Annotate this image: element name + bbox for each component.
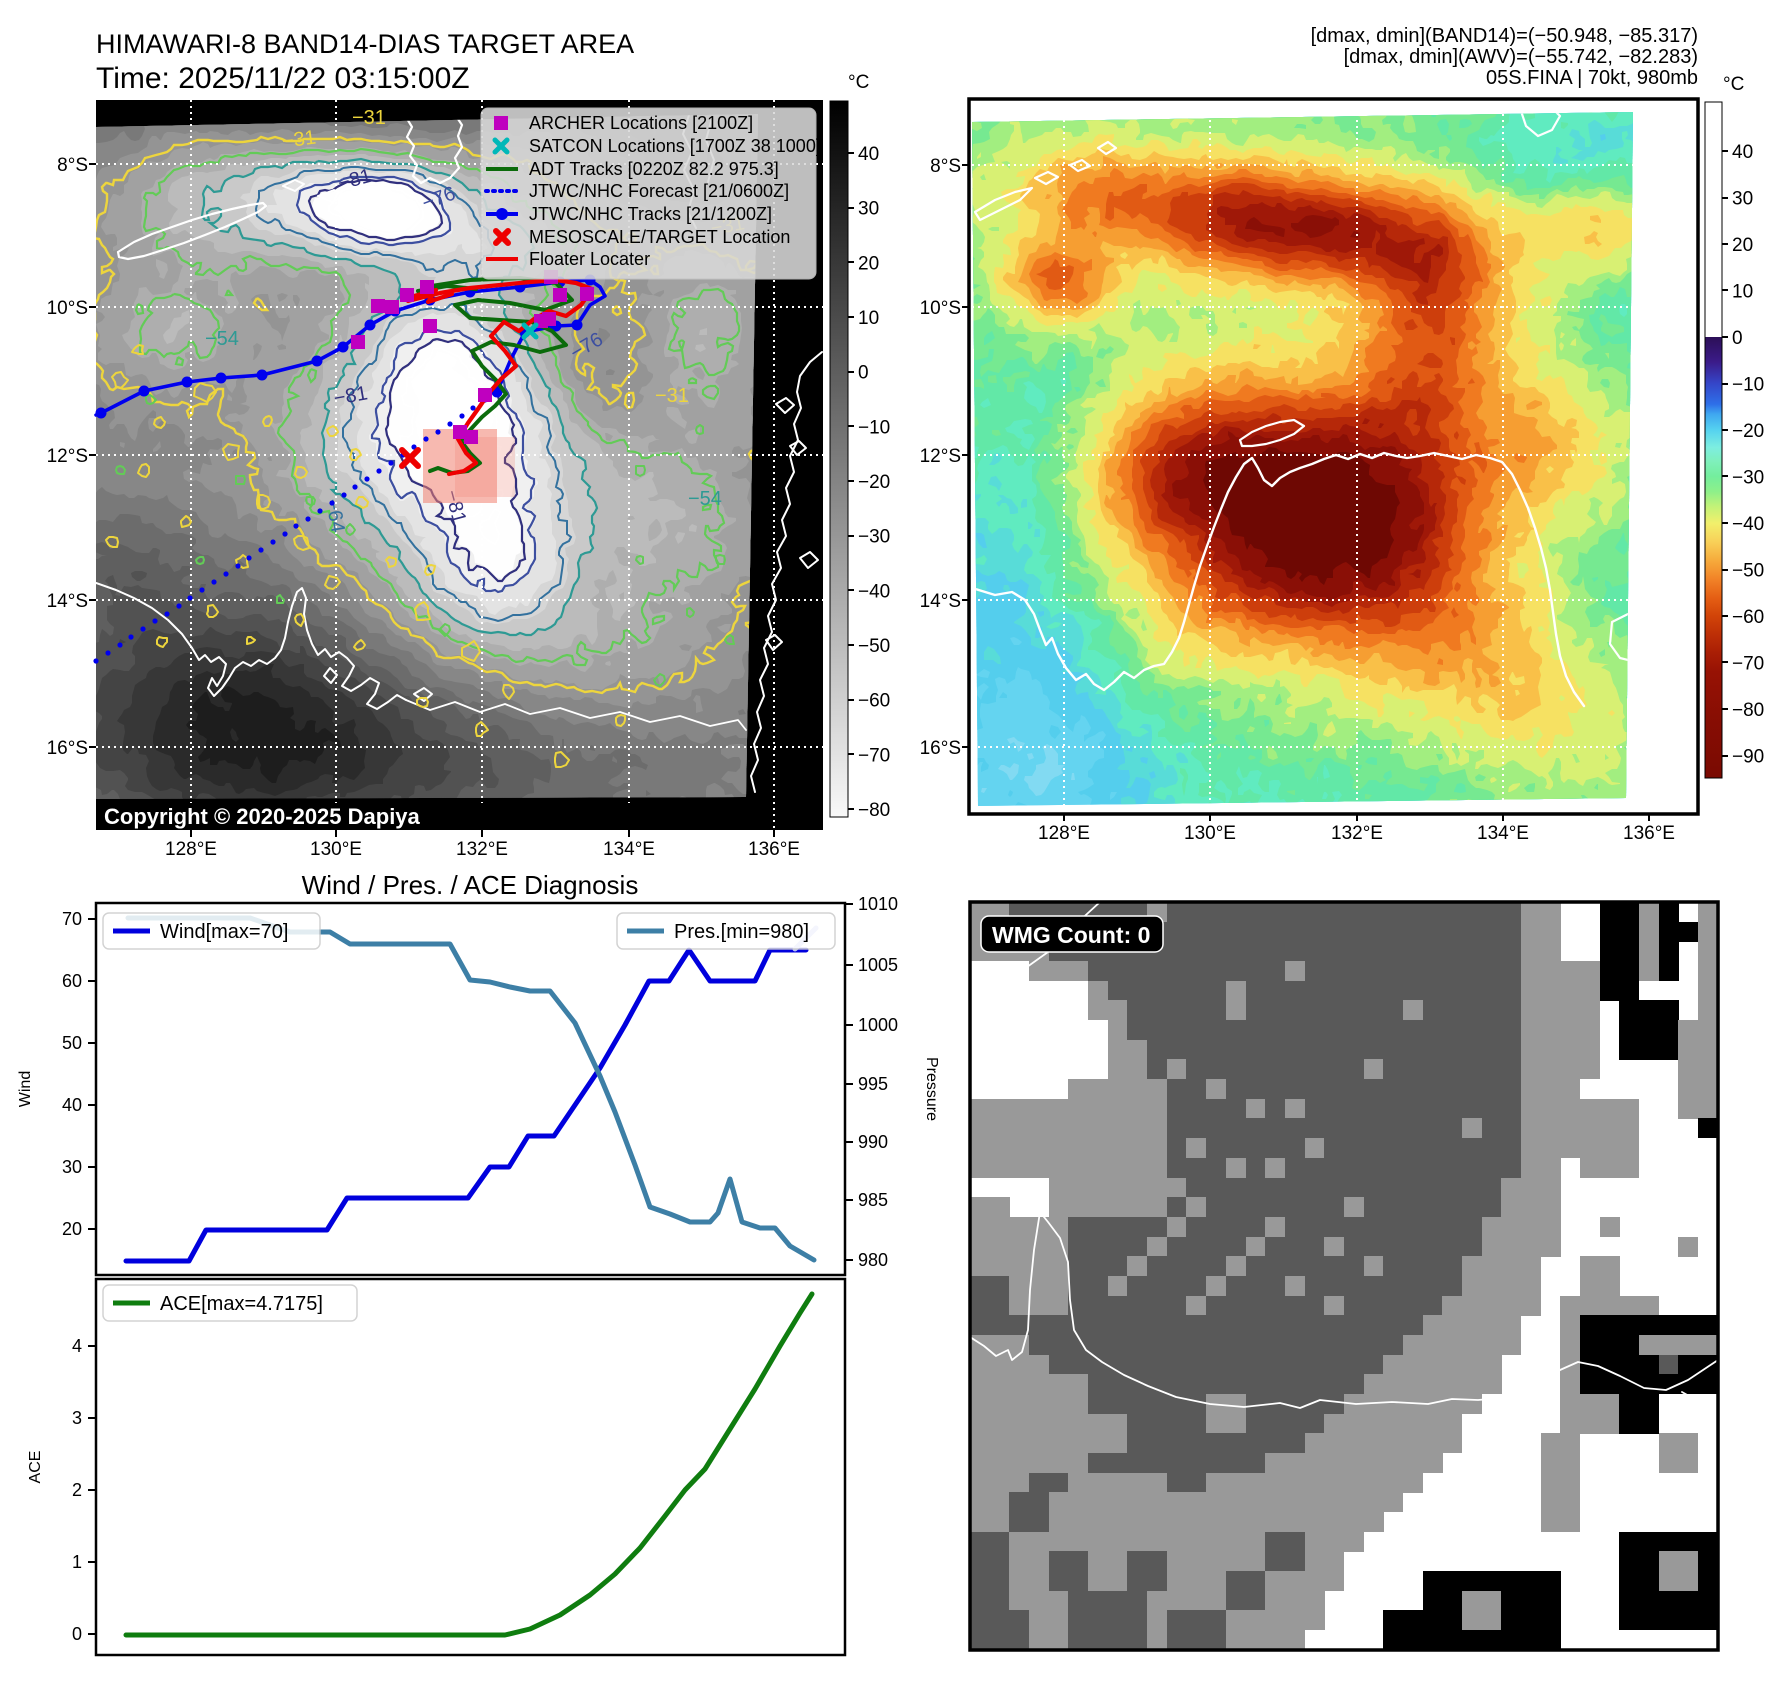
svg-text:[dmax, dmin](BAND14)=(−50.948,: [dmax, dmin](BAND14)=(−50.948, −85.317) — [1311, 25, 1698, 47]
svg-text:20: 20 — [1732, 235, 1753, 256]
svg-text:−50: −50 — [858, 636, 890, 657]
svg-text:16°S: 16°S — [47, 738, 88, 759]
svg-text:−70: −70 — [858, 745, 890, 766]
svg-text:10°S: 10°S — [47, 298, 88, 319]
svg-text:Time: 2025/11/22 03:15:00Z: Time: 2025/11/22 03:15:00Z — [96, 62, 470, 95]
svg-text:1: 1 — [72, 1552, 82, 1572]
svg-text:70: 70 — [62, 909, 82, 929]
svg-text:−40: −40 — [1732, 514, 1764, 535]
svg-text:3: 3 — [72, 1408, 82, 1428]
svg-text:10: 10 — [858, 308, 879, 329]
svg-text:1000: 1000 — [858, 1015, 898, 1035]
svg-text:−80: −80 — [1732, 700, 1764, 721]
svg-text:−31: −31 — [352, 107, 386, 129]
svg-text:−20: −20 — [858, 472, 890, 493]
svg-text:132°E: 132°E — [1331, 823, 1383, 844]
svg-text:128°E: 128°E — [1038, 823, 1090, 844]
svg-text:°C: °C — [848, 72, 869, 93]
svg-text:MESOSCALE/TARGET Location: MESOSCALE/TARGET Location — [529, 227, 790, 247]
svg-text:0: 0 — [858, 363, 869, 384]
svg-text:14°S: 14°S — [47, 591, 88, 612]
svg-text:50: 50 — [62, 1033, 82, 1053]
svg-text:134°E: 134°E — [1477, 823, 1529, 844]
svg-text:−10: −10 — [1732, 375, 1764, 396]
svg-text:16°S: 16°S — [920, 738, 961, 759]
svg-text:0: 0 — [72, 1624, 82, 1644]
svg-text:Pres.[min=980]: Pres.[min=980] — [674, 921, 809, 943]
svg-text:−31: −31 — [655, 385, 689, 407]
svg-text:128°E: 128°E — [165, 839, 217, 860]
svg-text:30: 30 — [858, 199, 879, 220]
svg-text:10: 10 — [1732, 282, 1753, 303]
svg-text:Copyright © 2020-2025 Dapiya: Copyright © 2020-2025 Dapiya — [104, 804, 421, 829]
svg-text:40: 40 — [1732, 142, 1753, 163]
svg-text:132°E: 132°E — [456, 839, 508, 860]
svg-text:10°S: 10°S — [920, 298, 961, 319]
svg-text:−70: −70 — [1732, 654, 1764, 675]
svg-text:30: 30 — [62, 1157, 82, 1177]
svg-text:Wind[max=70]: Wind[max=70] — [160, 921, 288, 943]
svg-text:°C: °C — [1723, 74, 1744, 95]
svg-text:−31: −31 — [281, 126, 318, 153]
svg-text:−30: −30 — [858, 527, 890, 548]
svg-text:ACE: ACE — [27, 1451, 44, 1484]
svg-text:8°S: 8°S — [930, 156, 961, 177]
svg-text:130°E: 130°E — [310, 839, 362, 860]
svg-text:−54: −54 — [205, 328, 239, 350]
svg-text:20: 20 — [858, 253, 879, 274]
svg-text:40: 40 — [858, 144, 879, 165]
svg-text:40: 40 — [62, 1095, 82, 1115]
svg-text:−30: −30 — [1732, 468, 1764, 489]
svg-text:ARCHER Locations [2100Z]: ARCHER Locations [2100Z] — [529, 113, 753, 133]
svg-text:−90: −90 — [1732, 747, 1764, 768]
svg-text:2: 2 — [72, 1480, 82, 1500]
svg-text:12°S: 12°S — [920, 446, 961, 467]
svg-text:8°S: 8°S — [57, 155, 88, 176]
svg-text:60: 60 — [62, 971, 82, 991]
svg-text:14°S: 14°S — [920, 591, 961, 612]
svg-text:[dmax, dmin](AWV)=(−55.742, −8: [dmax, dmin](AWV)=(−55.742, −82.283) — [1344, 46, 1698, 68]
svg-text:05S.FINA | 70kt, 980mb: 05S.FINA | 70kt, 980mb — [1486, 67, 1698, 89]
svg-text:0: 0 — [1732, 328, 1743, 349]
svg-text:−40: −40 — [858, 581, 890, 602]
svg-text:20: 20 — [62, 1219, 82, 1239]
svg-text:WMG Count: 0: WMG Count: 0 — [992, 922, 1150, 948]
svg-text:Wind / Pres. / ACE Diagnosis: Wind / Pres. / ACE Diagnosis — [302, 870, 639, 900]
svg-text:−60: −60 — [1732, 607, 1764, 628]
svg-text:985: 985 — [858, 1190, 888, 1210]
svg-text:−60: −60 — [858, 691, 890, 712]
svg-text:−80: −80 — [858, 800, 890, 821]
svg-text:HIMAWARI-8 BAND14-DIAS TARGET: HIMAWARI-8 BAND14-DIAS TARGET AREA — [96, 29, 634, 59]
svg-text:−50: −50 — [1732, 561, 1764, 582]
svg-text:990: 990 — [858, 1132, 888, 1152]
svg-text:Floater Locater: Floater Locater — [529, 249, 650, 269]
svg-text:980: 980 — [858, 1250, 888, 1270]
svg-text:130°E: 130°E — [1184, 823, 1236, 844]
svg-text:−54: −54 — [688, 488, 722, 510]
svg-text:Pressure: Pressure — [923, 1057, 940, 1121]
svg-text:1010: 1010 — [858, 894, 898, 914]
svg-text:1005: 1005 — [858, 955, 898, 975]
svg-text:Wind: Wind — [17, 1071, 34, 1107]
svg-text:−20: −20 — [1732, 421, 1764, 442]
svg-text:ACE[max=4.7175]: ACE[max=4.7175] — [160, 1293, 323, 1315]
svg-text:ADT Tracks [0220Z 82.2 975.3]: ADT Tracks [0220Z 82.2 975.3] — [529, 159, 779, 179]
svg-text:JTWC/NHC Tracks [21/1200Z]: JTWC/NHC Tracks [21/1200Z] — [529, 204, 772, 224]
svg-text:12°S: 12°S — [47, 446, 88, 467]
svg-text:4: 4 — [72, 1336, 82, 1356]
svg-text:−10: −10 — [858, 417, 890, 438]
svg-text:30: 30 — [1732, 189, 1753, 210]
svg-text:995: 995 — [858, 1074, 888, 1094]
svg-text:136°E: 136°E — [1623, 823, 1675, 844]
svg-text:134°E: 134°E — [603, 839, 655, 860]
svg-text:136°E: 136°E — [748, 839, 800, 860]
svg-text:JTWC/NHC Forecast [21/0600Z]: JTWC/NHC Forecast [21/0600Z] — [529, 181, 789, 201]
svg-text:SATCON Locations [1700Z 38 100: SATCON Locations [1700Z 38 1000] — [529, 136, 821, 156]
